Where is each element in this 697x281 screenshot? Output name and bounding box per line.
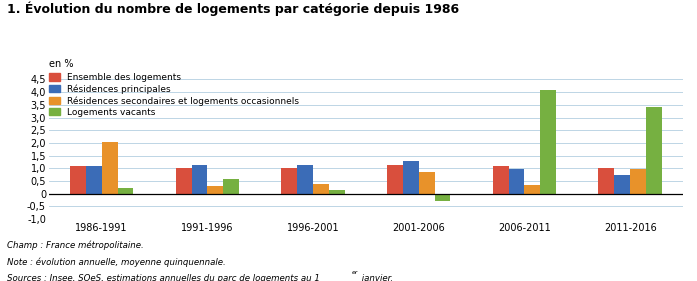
Bar — [313, 184, 329, 194]
Bar — [176, 168, 192, 194]
Bar — [102, 142, 118, 194]
Bar — [540, 90, 556, 194]
Bar — [192, 165, 208, 194]
Legend: Ensemble des logements, Résidences principales, Résidences secondaires et logeme: Ensemble des logements, Résidences princ… — [49, 73, 299, 117]
Bar — [387, 165, 403, 194]
Text: Note : évolution annuelle, moyenne quinquennale.: Note : évolution annuelle, moyenne quinq… — [7, 257, 226, 267]
Bar — [70, 166, 86, 194]
Bar — [223, 179, 239, 194]
Bar — [297, 165, 313, 194]
Bar — [118, 188, 133, 194]
Bar — [509, 169, 524, 194]
Bar — [524, 185, 540, 194]
Bar — [86, 166, 102, 194]
Bar — [493, 166, 509, 194]
Bar — [646, 107, 662, 194]
Bar — [282, 168, 297, 194]
Bar — [614, 175, 630, 194]
Bar — [208, 186, 223, 194]
Bar — [435, 194, 450, 201]
Bar — [403, 161, 419, 194]
Text: janvier.: janvier. — [359, 274, 393, 281]
Text: en %: en % — [49, 59, 73, 69]
Bar — [630, 169, 646, 194]
Text: Champ : France métropolitaine.: Champ : France métropolitaine. — [7, 240, 144, 250]
Bar — [599, 168, 614, 194]
Text: 1. Évolution du nombre de logements par catégorie depuis 1986: 1. Évolution du nombre de logements par … — [7, 1, 459, 16]
Bar — [329, 190, 345, 194]
Bar — [419, 172, 435, 194]
Text: Sources : Insee, SOeS, estimations annuelles du parc de logements au 1: Sources : Insee, SOeS, estimations annue… — [7, 274, 320, 281]
Text: er: er — [352, 270, 358, 275]
